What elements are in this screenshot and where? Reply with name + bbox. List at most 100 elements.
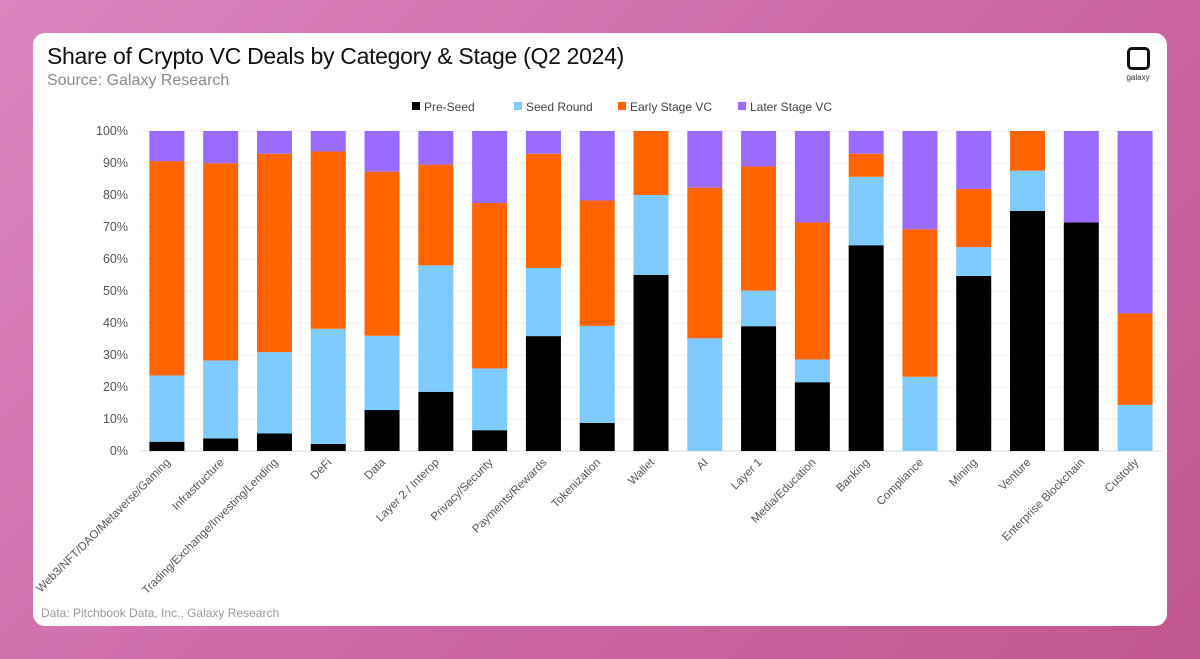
bar-segment-early-stage-vc	[149, 161, 185, 376]
bar-segment-early-stage-vc	[848, 153, 884, 177]
bar-segment-seed-round	[472, 368, 508, 431]
chart-subtitle: Source: Galaxy Research	[47, 72, 230, 89]
bar-segment-seed-round	[956, 247, 992, 276]
x-category-label: Banking	[834, 457, 872, 495]
bar-segment-early-stage-vc	[956, 188, 992, 248]
bar-segment-early-stage-vc	[902, 229, 938, 377]
chart-title: Share of Crypto VC Deals by Category & S…	[47, 43, 624, 69]
bar-segment-early-stage-vc	[310, 151, 346, 329]
y-tick-label: 0%	[110, 444, 128, 458]
y-tick-label: 80%	[103, 188, 128, 202]
bar-segment-seed-round	[203, 360, 239, 439]
bar-segment-later-stage-vc	[256, 131, 292, 154]
bar-segment-later-stage-vc	[794, 131, 830, 223]
bar-segment-pre-seed	[956, 275, 992, 451]
y-tick-label: 100%	[96, 124, 128, 138]
galaxy-logo-icon	[1126, 47, 1150, 70]
bar-segment-early-stage-vc	[472, 203, 508, 369]
bar-segment-early-stage-vc	[1010, 131, 1046, 171]
bar-segment-later-stage-vc	[741, 131, 777, 167]
bar-segment-pre-seed	[310, 443, 346, 451]
legend-item: Pre-Seed	[424, 100, 475, 114]
x-category-label: Web3/NFT/DAO/Metaverse/Gaming	[35, 457, 173, 595]
y-tick-label: 50%	[103, 284, 128, 298]
bar-segment-seed-round	[741, 290, 777, 327]
bar-segment-early-stage-vc	[256, 153, 292, 353]
bar-segment-later-stage-vc	[418, 131, 454, 165]
bar-segment-seed-round	[1010, 170, 1046, 211]
y-tick-label: 20%	[103, 380, 128, 394]
galaxy-logo: galaxy	[1118, 47, 1158, 82]
bar-segment-pre-seed	[794, 382, 830, 451]
x-category-label: Tokenization	[550, 457, 604, 511]
x-category-label: Infrastructure	[170, 457, 226, 513]
x-category-label: Wallet	[626, 456, 657, 487]
bar-segment-seed-round	[1117, 404, 1153, 451]
x-category-label: Venture	[997, 457, 1034, 494]
bar-segment-seed-round	[256, 352, 292, 434]
legend-item: Early Stage VC	[630, 100, 712, 114]
legend-item: Later Stage VC	[750, 100, 832, 114]
bar-segment-pre-seed	[149, 441, 185, 451]
bar-segment-later-stage-vc	[956, 131, 992, 189]
bar-segment-seed-round	[418, 265, 454, 392]
bar-segment-pre-seed	[848, 245, 884, 451]
legend-swatch-icon	[618, 102, 626, 110]
bar-segment-early-stage-vc	[364, 171, 400, 336]
bar-segment-later-stage-vc	[149, 131, 185, 162]
bar-segment-seed-round	[848, 176, 884, 246]
bar-segment-pre-seed	[1010, 211, 1046, 451]
legend-swatch-icon	[412, 102, 420, 110]
bar-segment-seed-round	[633, 195, 669, 275]
bar-segment-early-stage-vc	[633, 131, 669, 195]
logo-text: galaxy	[1126, 73, 1150, 82]
legend: Pre-Seed Seed Round Early Stage VC Later St…	[412, 100, 832, 114]
bar-segment-pre-seed	[472, 430, 508, 451]
x-category-label: Compliance	[875, 457, 926, 508]
bar-segment-later-stage-vc	[848, 131, 884, 154]
bar-segment-seed-round	[687, 338, 723, 451]
y-tick-label: 60%	[103, 252, 128, 266]
bar-segment-later-stage-vc	[687, 131, 723, 188]
y-tick-label: 40%	[103, 316, 128, 330]
bar-segment-later-stage-vc	[902, 131, 938, 230]
bar-segment-pre-seed	[364, 410, 400, 451]
bar-segment-early-stage-vc	[203, 163, 239, 361]
legend-swatch-icon	[514, 102, 522, 110]
bar-segment-early-stage-vc	[741, 166, 777, 291]
y-tick-label: 90%	[103, 156, 128, 170]
bar-segment-later-stage-vc	[1117, 131, 1153, 314]
bar-segment-early-stage-vc	[579, 200, 615, 326]
data-source-note: Data: Pitchbook Data, Inc., Galaxy Resea…	[41, 606, 280, 620]
bar-segment-early-stage-vc	[687, 187, 723, 339]
x-category-label: DeFi	[309, 457, 335, 483]
bar-segment-seed-round	[525, 267, 561, 337]
bar-segment-pre-seed	[579, 422, 615, 451]
bar-segment-seed-round	[364, 335, 400, 411]
legend-item: Seed Round	[526, 100, 593, 114]
x-category-label: Mining	[947, 457, 979, 489]
bar-segment-early-stage-vc	[418, 164, 454, 266]
y-tick-label: 10%	[103, 412, 128, 426]
bar-segment-pre-seed	[418, 391, 454, 451]
bar-segment-seed-round	[794, 359, 830, 383]
x-category-label: AI	[695, 457, 711, 473]
bar-segment-pre-seed	[741, 326, 777, 451]
bar-segment-later-stage-vc	[525, 131, 561, 154]
bar-segment-later-stage-vc	[310, 131, 346, 152]
bar-segment-later-stage-vc	[1063, 131, 1099, 223]
x-category-label: Layer 1	[729, 457, 765, 493]
x-category-label: Custody	[1103, 456, 1141, 494]
bar-segment-later-stage-vc	[203, 131, 239, 164]
bar-segment-pre-seed	[203, 438, 239, 451]
bar-segment-early-stage-vc	[525, 153, 561, 268]
bar-segment-seed-round	[902, 376, 938, 451]
y-tick-label: 70%	[103, 220, 128, 234]
bar-segment-pre-seed	[1063, 222, 1099, 451]
bar-segment-later-stage-vc	[472, 131, 508, 203]
bar-segment-pre-seed	[633, 275, 669, 451]
bar-segment-seed-round	[579, 325, 615, 423]
x-category-label: Data	[363, 456, 389, 482]
bar-segment-seed-round	[310, 328, 346, 444]
